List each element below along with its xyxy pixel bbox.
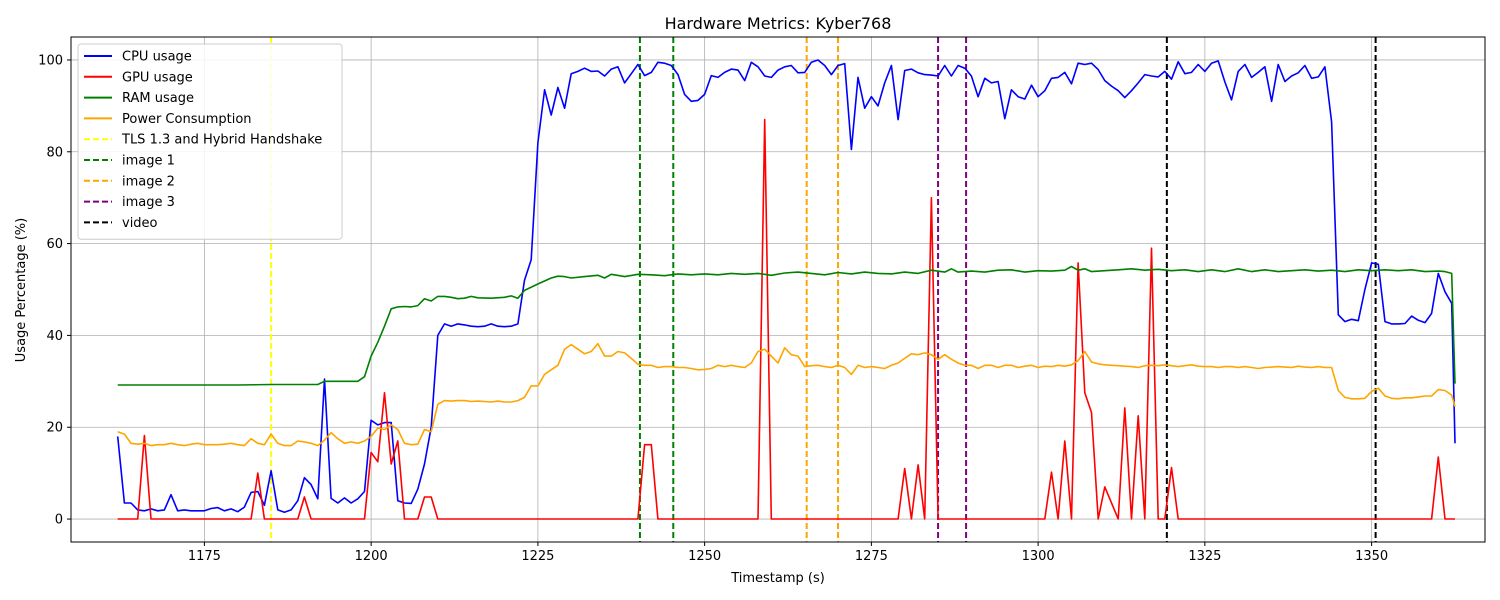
legend-label-ram-usage: RAM usage bbox=[122, 91, 194, 106]
legend-label-image-2: image 2 bbox=[122, 174, 175, 189]
x-axis-ticks: 1175 1200 1225 1250 1275 1300 1325 1350 bbox=[188, 542, 1388, 564]
series-gpu-usage bbox=[117, 118, 1455, 520]
event-markers bbox=[270, 37, 1377, 542]
legend-label-video: video bbox=[122, 216, 158, 231]
x-tick-label: 1275 bbox=[855, 549, 888, 564]
legend-label-image-3: image 3 bbox=[122, 195, 175, 210]
legend-label-image-1: image 1 bbox=[122, 154, 175, 169]
legend-label-gpu-usage: GPU usage bbox=[122, 70, 193, 85]
legend-label-power-consumption: Power Consumption bbox=[122, 112, 252, 127]
legend: CPU usage GPU usage RAM usage Power Consump… bbox=[77, 43, 343, 240]
y-tick-label: 60 bbox=[46, 237, 63, 252]
legend-label-tls-1-3-and-hybrid-handshake: TLS 1.3 and Hybrid Handshake bbox=[121, 133, 322, 148]
x-tick-label: 1250 bbox=[688, 549, 721, 564]
series-cpu-usage bbox=[116, 59, 1456, 513]
x-tick-label: 1175 bbox=[188, 549, 221, 564]
x-tick-label: 1200 bbox=[355, 549, 388, 564]
y-tick-label: 80 bbox=[46, 145, 63, 160]
x-tick-label: 1350 bbox=[1355, 549, 1388, 564]
y-axis-label: Usage Percentage (%) bbox=[14, 218, 29, 362]
y-tick-label: 40 bbox=[46, 329, 63, 344]
series-ram-usage bbox=[117, 265, 1456, 386]
grid-lines bbox=[71, 37, 1485, 542]
y-axis-ticks: 0 20 40 60 80 100 bbox=[38, 53, 71, 528]
x-tick-label: 1325 bbox=[1188, 549, 1221, 564]
x-tick-label: 1300 bbox=[1022, 549, 1055, 564]
plot-frame bbox=[70, 36, 1486, 543]
x-axis-label: Timestamp (s) bbox=[730, 571, 825, 586]
chart-title: Hardware Metrics: Kyber768 bbox=[665, 14, 892, 33]
legend-label-cpu-usage: CPU usage bbox=[122, 50, 192, 65]
x-tick-label: 1225 bbox=[521, 549, 554, 564]
y-tick-label: 0 bbox=[55, 513, 63, 528]
legend-box bbox=[77, 43, 343, 240]
y-tick-label: 100 bbox=[38, 53, 63, 68]
series-power-consumption bbox=[117, 342, 1456, 447]
series-lines bbox=[116, 59, 1456, 520]
y-tick-label: 20 bbox=[46, 421, 63, 436]
